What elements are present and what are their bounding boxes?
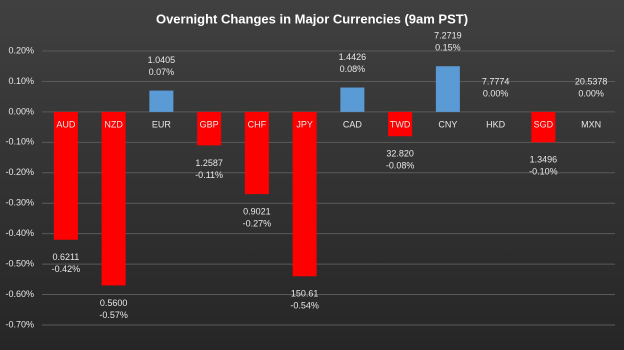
value-label: -0.10% xyxy=(529,167,558,177)
value-label: -0.27% xyxy=(243,218,272,228)
rate-label: 1.3496 xyxy=(530,155,558,165)
value-label: -0.11% xyxy=(195,170,223,180)
x-tick-label: CNY xyxy=(438,119,457,129)
y-tick-label: -0.70% xyxy=(5,319,34,329)
bar xyxy=(531,111,556,143)
rate-label: 150.61 xyxy=(291,289,319,299)
value-label: 0.00% xyxy=(483,88,509,98)
x-tick-label: MXN xyxy=(581,119,601,129)
rate-label: 32.820 xyxy=(386,149,414,159)
value-label: -0.08% xyxy=(386,161,415,171)
y-tick-label: -0.60% xyxy=(5,289,34,299)
x-tick-label: JPY xyxy=(296,119,313,129)
y-tick-label: -0.30% xyxy=(5,198,34,208)
bar xyxy=(244,111,269,195)
x-tick-label: NZD xyxy=(104,119,123,129)
bar xyxy=(340,87,365,112)
bar xyxy=(149,90,174,112)
value-label: -0.57% xyxy=(99,310,128,320)
rate-label: 0.9021 xyxy=(243,206,271,216)
rate-label: 1.4426 xyxy=(339,52,367,62)
value-label: 0.00% xyxy=(578,88,604,98)
x-tick-label: AUD xyxy=(56,119,76,129)
bar xyxy=(101,111,126,286)
x-tick-label: SGD xyxy=(534,119,554,129)
bar xyxy=(388,111,413,137)
x-tick-label: GBP xyxy=(200,119,219,129)
bar xyxy=(53,111,78,240)
value-label: -0.42% xyxy=(52,264,81,274)
x-tick-label: CAD xyxy=(343,119,363,129)
rate-label: 1.0405 xyxy=(148,55,176,65)
x-tick-label: TWD xyxy=(390,119,411,129)
x-tick-label: EUR xyxy=(152,119,172,129)
rate-label: 7.2719 xyxy=(434,31,462,41)
x-tick-label: CHF xyxy=(248,119,267,129)
y-tick-label: -0.50% xyxy=(5,258,34,268)
y-tick-label: 0.10% xyxy=(8,76,34,86)
value-label: 0.08% xyxy=(340,64,366,74)
bar xyxy=(292,111,317,277)
value-label: 0.07% xyxy=(149,67,175,77)
rate-label: 0.5600 xyxy=(100,298,128,308)
y-tick-label: -0.10% xyxy=(5,137,34,147)
y-tick-label: 0.00% xyxy=(8,106,34,116)
bar xyxy=(197,111,222,146)
rate-label: 1.2587 xyxy=(195,158,223,168)
y-tick-label: 0.20% xyxy=(8,45,34,55)
rate-label: 0.6211 xyxy=(52,252,79,262)
value-label: -0.54% xyxy=(290,301,319,311)
y-tick-label: -0.40% xyxy=(5,228,34,238)
chart-title: Overnight Changes in Major Currencies (9… xyxy=(156,11,468,26)
x-tick-label: HKD xyxy=(486,119,506,129)
bar xyxy=(435,66,460,112)
value-label: 0.15% xyxy=(435,43,461,53)
y-tick-label: -0.20% xyxy=(5,167,34,177)
rate-label: 20.5378 xyxy=(575,76,608,86)
rate-label: 7.7774 xyxy=(482,76,510,86)
